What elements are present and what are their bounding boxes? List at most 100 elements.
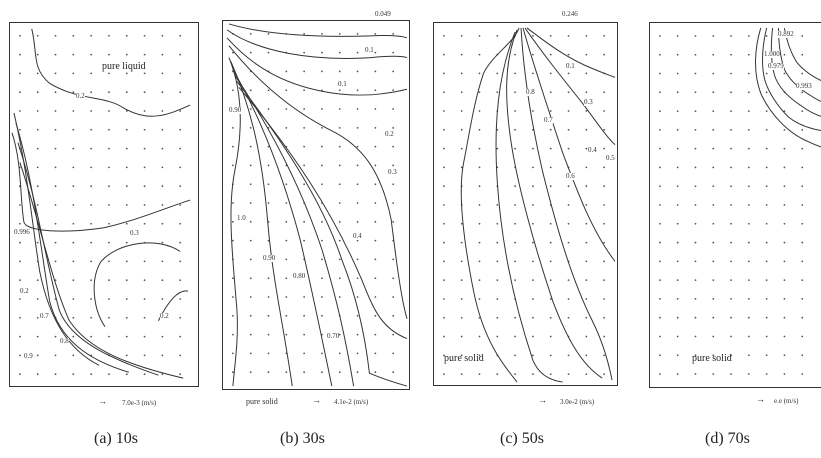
velocity-dot (232, 165, 234, 167)
velocity-dot (532, 167, 534, 169)
velocity-dot (126, 336, 128, 338)
velocity-dot (801, 336, 803, 338)
velocity-dot (268, 33, 270, 35)
velocity-dot (695, 260, 697, 262)
velocity-dot (303, 146, 305, 148)
velocity-dot (443, 279, 445, 281)
velocity-dot (392, 33, 394, 35)
velocity-dot (784, 54, 786, 56)
velocity-dot (550, 185, 552, 187)
velocity-dot (603, 317, 605, 319)
velocity-dot (90, 261, 92, 263)
velocity-dot (357, 183, 359, 185)
contour-label: 0.8 (60, 338, 69, 345)
velocity-dot (568, 279, 570, 281)
velocity-dot (321, 315, 323, 317)
velocity-dot (144, 110, 146, 112)
velocity-dot (443, 242, 445, 244)
panel-c-frame: 0.1 0.3 0.4 0.5 0.6 0.7 0.8 pure solid (433, 22, 618, 386)
velocity-dot (144, 355, 146, 357)
velocity-dot (392, 221, 394, 223)
velocity-dot (443, 373, 445, 375)
velocity-dot (443, 167, 445, 169)
panel-d-frame: 0.892 0.979 1.000 0.993 pure solid (649, 22, 821, 388)
velocity-dot (677, 167, 679, 169)
velocity-dot (144, 185, 146, 187)
velocity-dot (568, 185, 570, 187)
velocity-dot (250, 296, 252, 298)
velocity-dot (730, 260, 732, 262)
velocity-dot (392, 371, 394, 373)
contour-label: 0.6 (566, 173, 575, 180)
velocity-dot (784, 204, 786, 206)
velocity-dot (532, 54, 534, 56)
velocity-dot (801, 110, 803, 112)
velocity-dot (677, 373, 679, 375)
velocity-dot (443, 204, 445, 206)
velocity-dot (514, 223, 516, 225)
velocity-dot (677, 54, 679, 56)
velocity-dot (55, 129, 57, 131)
velocity-dot (161, 261, 163, 263)
velocity-dot (144, 373, 146, 375)
velocity-dot (550, 73, 552, 75)
velocity-dot (712, 110, 714, 112)
velocity-dot (730, 110, 732, 112)
velocity-dot (585, 242, 587, 244)
velocity-dot (801, 260, 803, 262)
velocity-dot (532, 223, 534, 225)
velocity-dot (659, 298, 661, 300)
velocity-dot (144, 129, 146, 131)
contour-label: 0.3 (584, 99, 593, 106)
velocity-dot (784, 167, 786, 169)
velocity-dot (339, 240, 341, 242)
velocity-dot (801, 185, 803, 187)
velocity-dot (532, 110, 534, 112)
velocity-dot (144, 54, 146, 56)
velocity-dot (357, 146, 359, 148)
velocity-dot (532, 35, 534, 37)
velocity-dot (677, 73, 679, 75)
velocity-dot (550, 279, 552, 281)
velocity-dot (550, 242, 552, 244)
velocity-dot (161, 242, 163, 244)
velocity-dot (161, 355, 163, 357)
velocity-dot (712, 242, 714, 244)
velocity-dot (108, 148, 110, 150)
velocity-dot (784, 298, 786, 300)
velocity-dot (730, 91, 732, 93)
contour-label: 0.993 (796, 83, 812, 90)
velocity-dot (90, 223, 92, 225)
velocity-dot (37, 204, 39, 206)
velocity-dot (179, 35, 181, 37)
velocity-dot (496, 317, 498, 319)
velocity-dot (603, 279, 605, 281)
velocity-dot (532, 242, 534, 244)
velocity-dot (55, 261, 57, 263)
velocity-dot (126, 54, 128, 56)
velocity-dot (268, 296, 270, 298)
velocity-dot (443, 336, 445, 338)
velocity-dot (161, 336, 163, 338)
velocity-dot (37, 73, 39, 75)
velocity-dot (374, 334, 376, 336)
panel-b-plot (223, 21, 409, 389)
contour-label: 0.2 (385, 131, 394, 138)
velocity-dot (585, 110, 587, 112)
velocity-dot (285, 371, 287, 373)
velocity-dot (72, 91, 74, 93)
velocity-dot (250, 146, 252, 148)
velocity-dot (532, 317, 534, 319)
velocity-dot (250, 127, 252, 129)
velocity-dot (677, 260, 679, 262)
velocity-dot (766, 373, 768, 375)
velocity-dot (392, 146, 394, 148)
contour-label: 0.80 (293, 273, 305, 280)
velocity-dot (250, 165, 252, 167)
velocity-dot (250, 353, 252, 355)
velocity-dot (784, 373, 786, 375)
velocity-dot (250, 108, 252, 110)
velocity-dot (37, 91, 39, 93)
velocity-dot (374, 353, 376, 355)
velocity-dot (461, 317, 463, 319)
